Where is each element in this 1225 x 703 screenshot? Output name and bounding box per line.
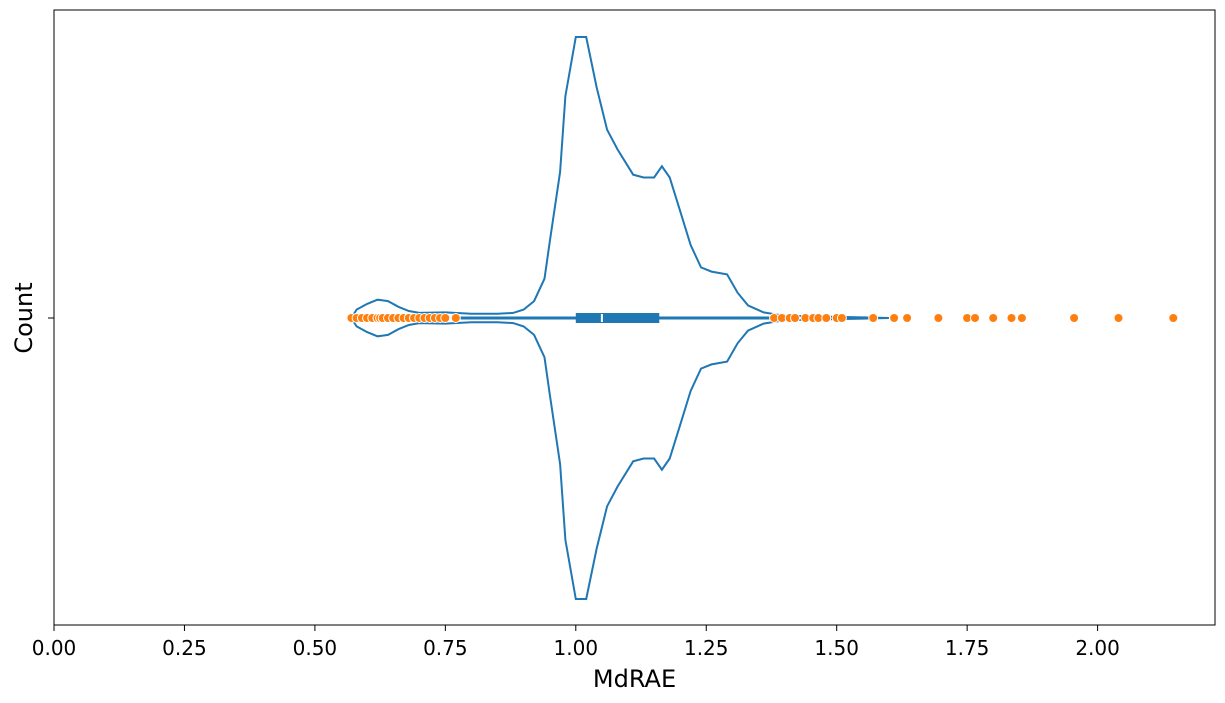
x-tick-label: 1.75 (945, 636, 990, 660)
x-tick-label: 0.75 (423, 636, 468, 660)
x-axis-label: MdRAE (593, 665, 676, 693)
outlier-point (988, 313, 999, 323)
outlier-point (440, 313, 451, 323)
outlier-point (1113, 313, 1124, 323)
outlier-point (790, 313, 800, 323)
outlier-point (836, 313, 847, 323)
outlier-point (1006, 313, 1017, 323)
violin-body (350, 36, 889, 600)
outlier-point (1168, 313, 1179, 323)
outlier-point (868, 313, 879, 323)
x-tick-label: 1.25 (684, 636, 729, 660)
x-tick-label: 0.50 (293, 636, 338, 660)
outlier-point (1016, 313, 1027, 323)
outlier-point (970, 313, 980, 323)
x-tick-label: 1.00 (554, 636, 599, 660)
outlier-point (902, 313, 913, 323)
x-tick-label: 0.25 (162, 636, 207, 660)
x-axis: 0.00 0.25 0.50 0.75 1.00 1.25 1.50 1.75 2.00 (32, 625, 1120, 660)
outlier-layer (346, 313, 1179, 323)
iqr-box (575, 313, 660, 323)
outlier-point (821, 313, 832, 323)
violin-layer (350, 36, 889, 600)
x-tick-label: 2.00 (1075, 636, 1120, 660)
outlier-point (450, 313, 461, 323)
outlier-point (933, 313, 944, 323)
outlier-point (889, 313, 900, 323)
y-axis-label: Count (10, 282, 38, 353)
x-tick-label: 0.00 (32, 636, 77, 660)
x-tick-label: 1.50 (814, 636, 859, 660)
outlier-point (1069, 313, 1080, 323)
